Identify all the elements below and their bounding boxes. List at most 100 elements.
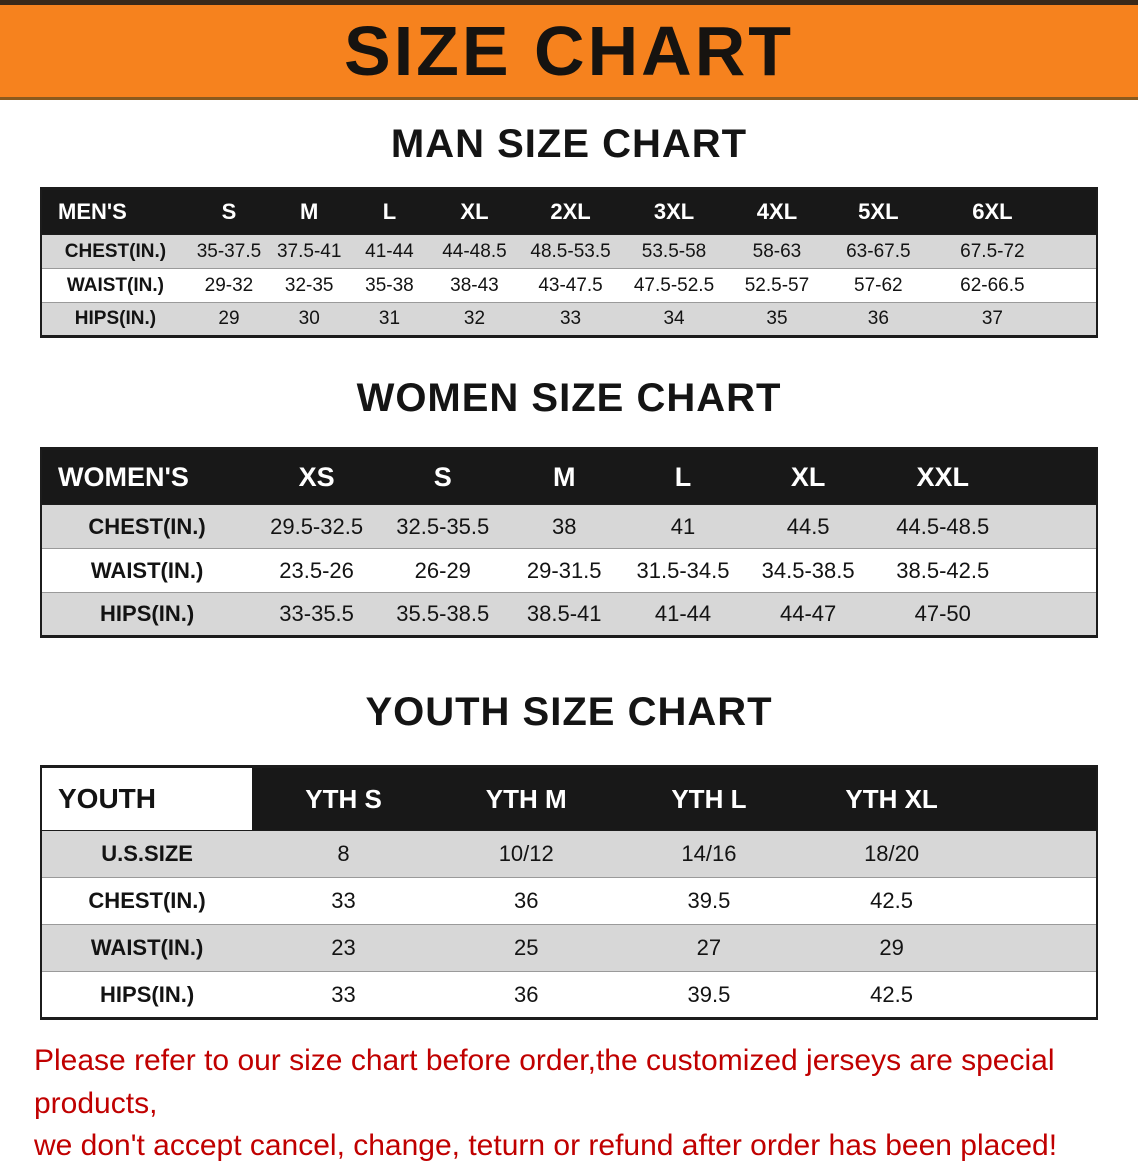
table-cell: 63-67.5 — [827, 234, 930, 269]
header-row: WOMEN'S XS S M L XL XXL — [41, 448, 1097, 505]
youth-size-section: YOUTH SIZE CHART YOUTH YTH S YTH M YTH L YTH… — [0, 690, 1138, 1020]
table-cell: 30 — [298, 308, 320, 329]
table-row: HIPS(IN.) 33 36 39.5 42.5 — [41, 971, 1097, 1019]
spacer-cell — [1055, 268, 1097, 303]
table-cell: 31 — [378, 308, 401, 329]
table-cell: 38.5-42.5 — [874, 548, 1012, 593]
table-cell: 23.5-26 — [252, 548, 382, 593]
youth-section-heading: YOUTH SIZE CHART — [365, 690, 773, 734]
table-cell: 52.5-57 — [726, 268, 828, 303]
table-cell: 47-50 — [914, 601, 971, 626]
spacer-cell — [1011, 504, 1097, 549]
column-header: XS — [252, 448, 382, 505]
spacer-cell — [1056, 303, 1097, 337]
column-header: XL — [429, 188, 520, 235]
table-cell: 58-63 — [726, 234, 828, 269]
column-header: M — [269, 188, 350, 235]
column-header: YTH S — [252, 766, 435, 831]
table-cell: 14/16 — [617, 830, 801, 878]
table-corner-label: MEN'S — [41, 188, 189, 235]
table-cell: 44.5 — [742, 504, 875, 549]
column-header: M — [504, 448, 624, 505]
row-label: HIPS(IN.) — [100, 981, 195, 1007]
women-size-table: WOMEN'S XS S M L XL XXL CHEST(IN.) 29.5-32.5 32.5… — [40, 447, 1098, 638]
table-cell: 39.5 — [687, 981, 731, 1007]
spacer-cell — [1055, 188, 1097, 235]
youth-size-table: YOUTH YTH S YTH M YTH L YTH XL U.S.SIZE 8 10/12… — [40, 765, 1098, 1020]
disclaimer: Please refer to our size chart before or… — [34, 1040, 1114, 1168]
table-corner-label: YOUTH — [41, 766, 253, 831]
table-cell: 41-44 — [349, 234, 430, 269]
column-header: 5XL — [827, 188, 930, 235]
spacer-cell — [982, 877, 1097, 925]
table-cell: 29.5-32.5 — [252, 504, 382, 549]
spacer-cell — [982, 766, 1097, 831]
table-cell: 41-44 — [654, 601, 712, 626]
table-cell: 43-47.5 — [519, 268, 622, 303]
table-row: HIPS(IN.) 33-35.5 35.5-38.5 38.5-41 41-44 44-… — [41, 592, 1097, 637]
table-cell: 47.5-52.5 — [621, 268, 727, 303]
spacer-cell — [1011, 593, 1097, 637]
table-cell: 29 — [800, 924, 983, 972]
table-cell: 25 — [434, 924, 618, 972]
table-cell: 18/20 — [800, 830, 983, 878]
table-cell: 67.5-72 — [929, 234, 1056, 269]
table-cell: 34.5-38.5 — [742, 548, 875, 593]
row-label: CHEST(IN.) — [41, 504, 253, 549]
table-row: CHEST(IN.) 33 36 39.5 42.5 — [41, 877, 1097, 925]
table-cell: 33-35.5 — [279, 601, 354, 626]
table-cell: 10/12 — [434, 830, 618, 878]
table-cell: 33 — [331, 981, 356, 1007]
table-cell: 37 — [981, 308, 1003, 329]
women-size-section: WOMEN SIZE CHART WOMEN'S XS S M L XL XXL CHEST(… — [0, 376, 1138, 638]
column-header: S — [381, 448, 505, 505]
row-label: U.S.SIZE — [41, 830, 253, 878]
table-cell: 39.5 — [617, 877, 801, 925]
table-cell: 8 — [252, 830, 435, 878]
table-cell: 38 — [504, 504, 624, 549]
disclaimer-line-1: Please refer to our size chart before or… — [34, 1044, 1055, 1120]
row-label: HIPS(IN.) — [100, 601, 195, 626]
table-cell: 44-47 — [780, 601, 837, 626]
table-cell: 57-62 — [827, 268, 930, 303]
table-cell: 29-31.5 — [504, 548, 624, 593]
header-row: MEN'S S M L XL 2XL 3XL 4XL 5XL 6XL — [41, 188, 1097, 235]
column-header: XXL — [874, 448, 1012, 505]
table-cell: 37.5-41 — [269, 234, 350, 269]
table-cell: 35-38 — [349, 268, 430, 303]
table-cell: 23 — [252, 924, 435, 972]
table-corner-label: WOMEN'S — [41, 448, 253, 505]
table-cell: 38.5-41 — [526, 601, 602, 626]
row-label: WAIST(IN.) — [41, 924, 253, 972]
column-header: YTH L — [617, 766, 801, 831]
table-cell: 62-66.5 — [929, 268, 1056, 303]
column-header: XL — [742, 448, 875, 505]
column-header: 6XL — [929, 188, 1056, 235]
table-cell: 27 — [617, 924, 801, 972]
table-cell: 38-43 — [429, 268, 520, 303]
table-cell: 32.5-35.5 — [381, 504, 505, 549]
column-header: YTH M — [434, 766, 618, 831]
spacer-cell — [1011, 548, 1097, 593]
table-cell: 36 — [434, 877, 618, 925]
table-row: WAIST(IN.) 23.5-26 26-29 29-31.5 31.5-34.5 34… — [41, 548, 1097, 593]
column-header: L — [623, 448, 743, 505]
men-section-heading: MAN SIZE CHART — [390, 122, 748, 166]
table-cell: 53.5-58 — [621, 234, 727, 269]
table-row: WAIST(IN.) 23 25 27 29 — [41, 924, 1097, 972]
table-cell: 26-29 — [381, 548, 505, 593]
column-header: YTH XL — [800, 766, 983, 831]
women-section-heading: WOMEN SIZE CHART — [356, 376, 782, 420]
row-label: WAIST(IN.) — [41, 268, 189, 303]
table-cell: 29 — [218, 308, 240, 329]
spacer-cell — [1055, 234, 1097, 269]
table-row: CHEST(IN.) 35-37.5 37.5-41 41-44 44-48.5 48.5… — [41, 234, 1097, 269]
title-banner: SIZE CHART — [0, 0, 1138, 100]
header-row: YOUTH YTH S YTH M YTH L YTH XL — [41, 766, 1097, 831]
row-label: CHEST(IN.) — [41, 877, 253, 925]
column-header: 2XL — [519, 188, 622, 235]
table-cell: 44.5-48.5 — [874, 504, 1012, 549]
row-label: WAIST(IN.) — [41, 548, 253, 593]
column-header: L — [349, 188, 430, 235]
